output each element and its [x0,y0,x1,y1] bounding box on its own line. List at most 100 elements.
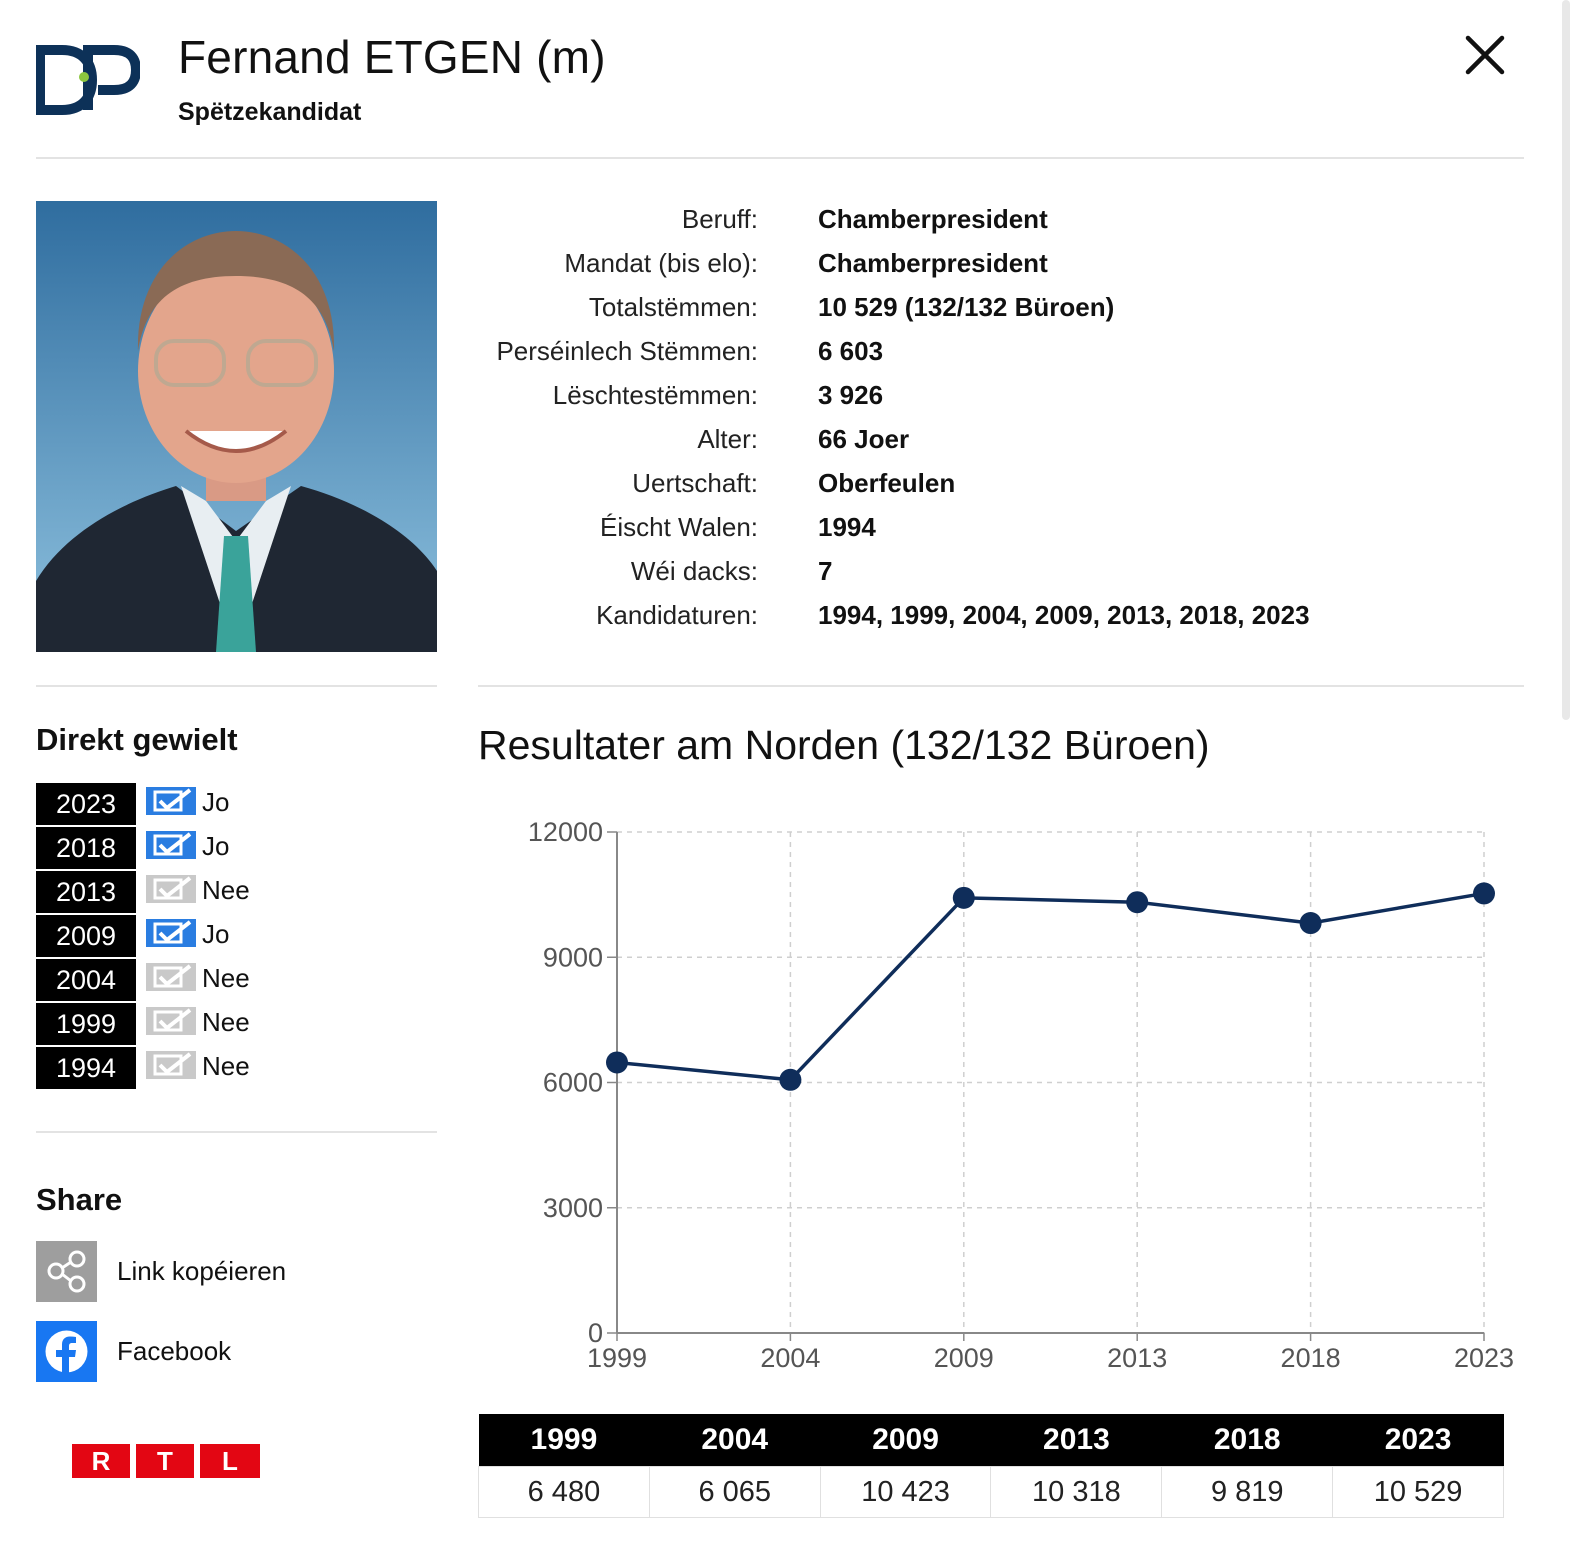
table-header-cell: 2004 [649,1414,821,1467]
table-header-cell: 2013 [990,1414,1162,1467]
info-label: Mandat (bis elo): [564,248,758,278]
data-point [1299,912,1322,935]
direct-elected-row: 2009 Jo [36,915,436,957]
close-icon[interactable] [1462,32,1508,78]
data-point [952,886,975,909]
table-header-cell: 2023 [1332,1414,1504,1467]
info-label: Beruff: [681,204,758,234]
elected-answer: Jo [202,919,230,949]
x-tick-label: 2023 [1454,1343,1514,1373]
info-value: Oberfeulen [818,468,956,498]
info-row-candidacies: Kandidaturen: 1994, 1999, 2004, 2009, 20… [470,600,1470,640]
checkbox-icon [146,963,196,991]
info-label: Perséinlech Stëmmen: [496,336,758,366]
facebook-share-button[interactable]: Facebook [36,1321,336,1383]
info-row-first-election: Éischt Walen: 1994 [470,512,1470,552]
divider [478,685,1524,687]
info-value: 3 926 [818,380,884,410]
direct-elected-row: 2004 Nee [36,959,436,1001]
candidate-name: Fernand ETGEN (m) [178,31,606,83]
info-value: 1994 [818,512,876,542]
checkbox-icon [146,787,196,815]
rtl-logo-letter: T [136,1444,194,1478]
elected-answer: Jo [202,787,230,817]
table-header-row: 1999 2004 2009 2013 2018 2023 [478,1414,1504,1467]
election-year: 1994 [36,1047,136,1089]
elected-answer: Nee [202,875,250,905]
copy-link-label: Link kopéieren [117,1256,287,1286]
copy-link-button[interactable]: Link kopéieren [36,1241,336,1303]
divider [36,157,1524,159]
info-row-total-votes: Totalstëmmen: 10 529 (132/132 Büroen) [470,292,1470,332]
data-point [779,1068,802,1091]
info-value: 66 Joer [818,424,910,454]
info-row-locality: Uertschaft: Oberfeulen [470,468,1470,508]
info-label: Lëschtestëmmen: [552,380,758,410]
rtl-logo: R T L [72,1444,260,1478]
elected-answer: Nee [202,963,250,993]
share-icon [36,1241,97,1302]
table-header-cell: 2009 [820,1414,991,1467]
info-value: Chamberpresident [818,204,1048,234]
table-header-cell: 1999 [478,1414,650,1467]
info-row-personal-votes: Perséinlech Stëmmen: 6 603 [470,336,1470,376]
direct-elected-row: 2013 Nee [36,871,436,913]
table-row: 6 480 6 065 10 423 10 318 9 819 10 529 [478,1466,1504,1518]
election-year: 2009 [36,915,136,957]
table-cell: 9 819 [1161,1466,1334,1518]
data-point [1473,882,1495,905]
info-label: Wéi dacks: [630,556,758,586]
table-cell: 10 423 [819,1466,992,1518]
x-tick-label: 1999 [587,1343,647,1373]
election-year: 2023 [36,783,136,825]
direct-elected-row: 1994 Nee [36,1047,436,1089]
series-line [616,891,1485,1082]
election-year: 2018 [36,827,136,869]
direct-elected-title: Direkt gewielt [36,722,238,757]
info-label: Éischt Walen: [600,512,758,542]
results-table: 1999 2004 2009 2013 2018 2023 6 480 6 06… [478,1414,1504,1518]
facebook-icon [36,1321,97,1382]
rtl-logo-letter: R [72,1444,130,1478]
direct-elected-row: 1999 Nee [36,1003,436,1045]
share-title: Share [36,1182,123,1217]
info-label: Totalstëmmen: [588,292,758,322]
candidate-role: Spëtzekandidat [178,98,362,126]
info-label: Uertschaft: [632,468,758,498]
checkbox-icon [146,875,196,903]
dp-party-logo [36,45,140,115]
divider [36,685,437,687]
x-tick-label: 2004 [760,1343,820,1373]
table-cell: 10 529 [1332,1466,1504,1518]
election-year: 2013 [36,871,136,913]
info-value: 6 603 [818,336,884,366]
y-tick-label: 9000 [543,942,603,972]
data-point [1126,891,1149,914]
data-point [606,1051,628,1074]
info-value: Chamberpresident [818,248,1048,278]
scrollbar[interactable] [1562,0,1570,720]
info-value: 1994, 1999, 2004, 2009, 2013, 2018, 2023 [818,600,1310,630]
table-cell: 6 065 [648,1466,821,1518]
elected-answer: Nee [202,1051,250,1081]
checkbox-icon [146,919,196,947]
y-tick-label: 0 [588,1318,603,1348]
x-tick-label: 2018 [1281,1343,1341,1373]
checkbox-icon [146,831,196,859]
checkbox-icon [146,1007,196,1035]
facebook-label: Facebook [117,1336,232,1366]
info-row-age: Alter: 66 Joer [470,424,1470,464]
info-row-times: Wéi dacks: 7 [470,556,1470,596]
x-tick-label: 2009 [934,1343,994,1373]
direct-elected-row: 2018 Jo [36,827,436,869]
info-row-list-votes: Lëschtestëmmen: 3 926 [470,380,1470,420]
elected-answer: Jo [202,831,230,861]
results-line-chart: 0 3000 6000 9000 12000 1999 2004 2009 2013 2018 20… [528,817,1514,1373]
y-tick-label: 12000 [528,817,603,847]
info-label: Alter: [697,424,758,454]
info-value: 10 529 (132/132 Büroen) [818,292,1115,322]
table-cell: 10 318 [990,1466,1163,1518]
info-row-profession: Beruff: Chamberpresident [470,204,1470,244]
election-year: 1999 [36,1003,136,1045]
table-cell: 6 480 [478,1466,650,1518]
